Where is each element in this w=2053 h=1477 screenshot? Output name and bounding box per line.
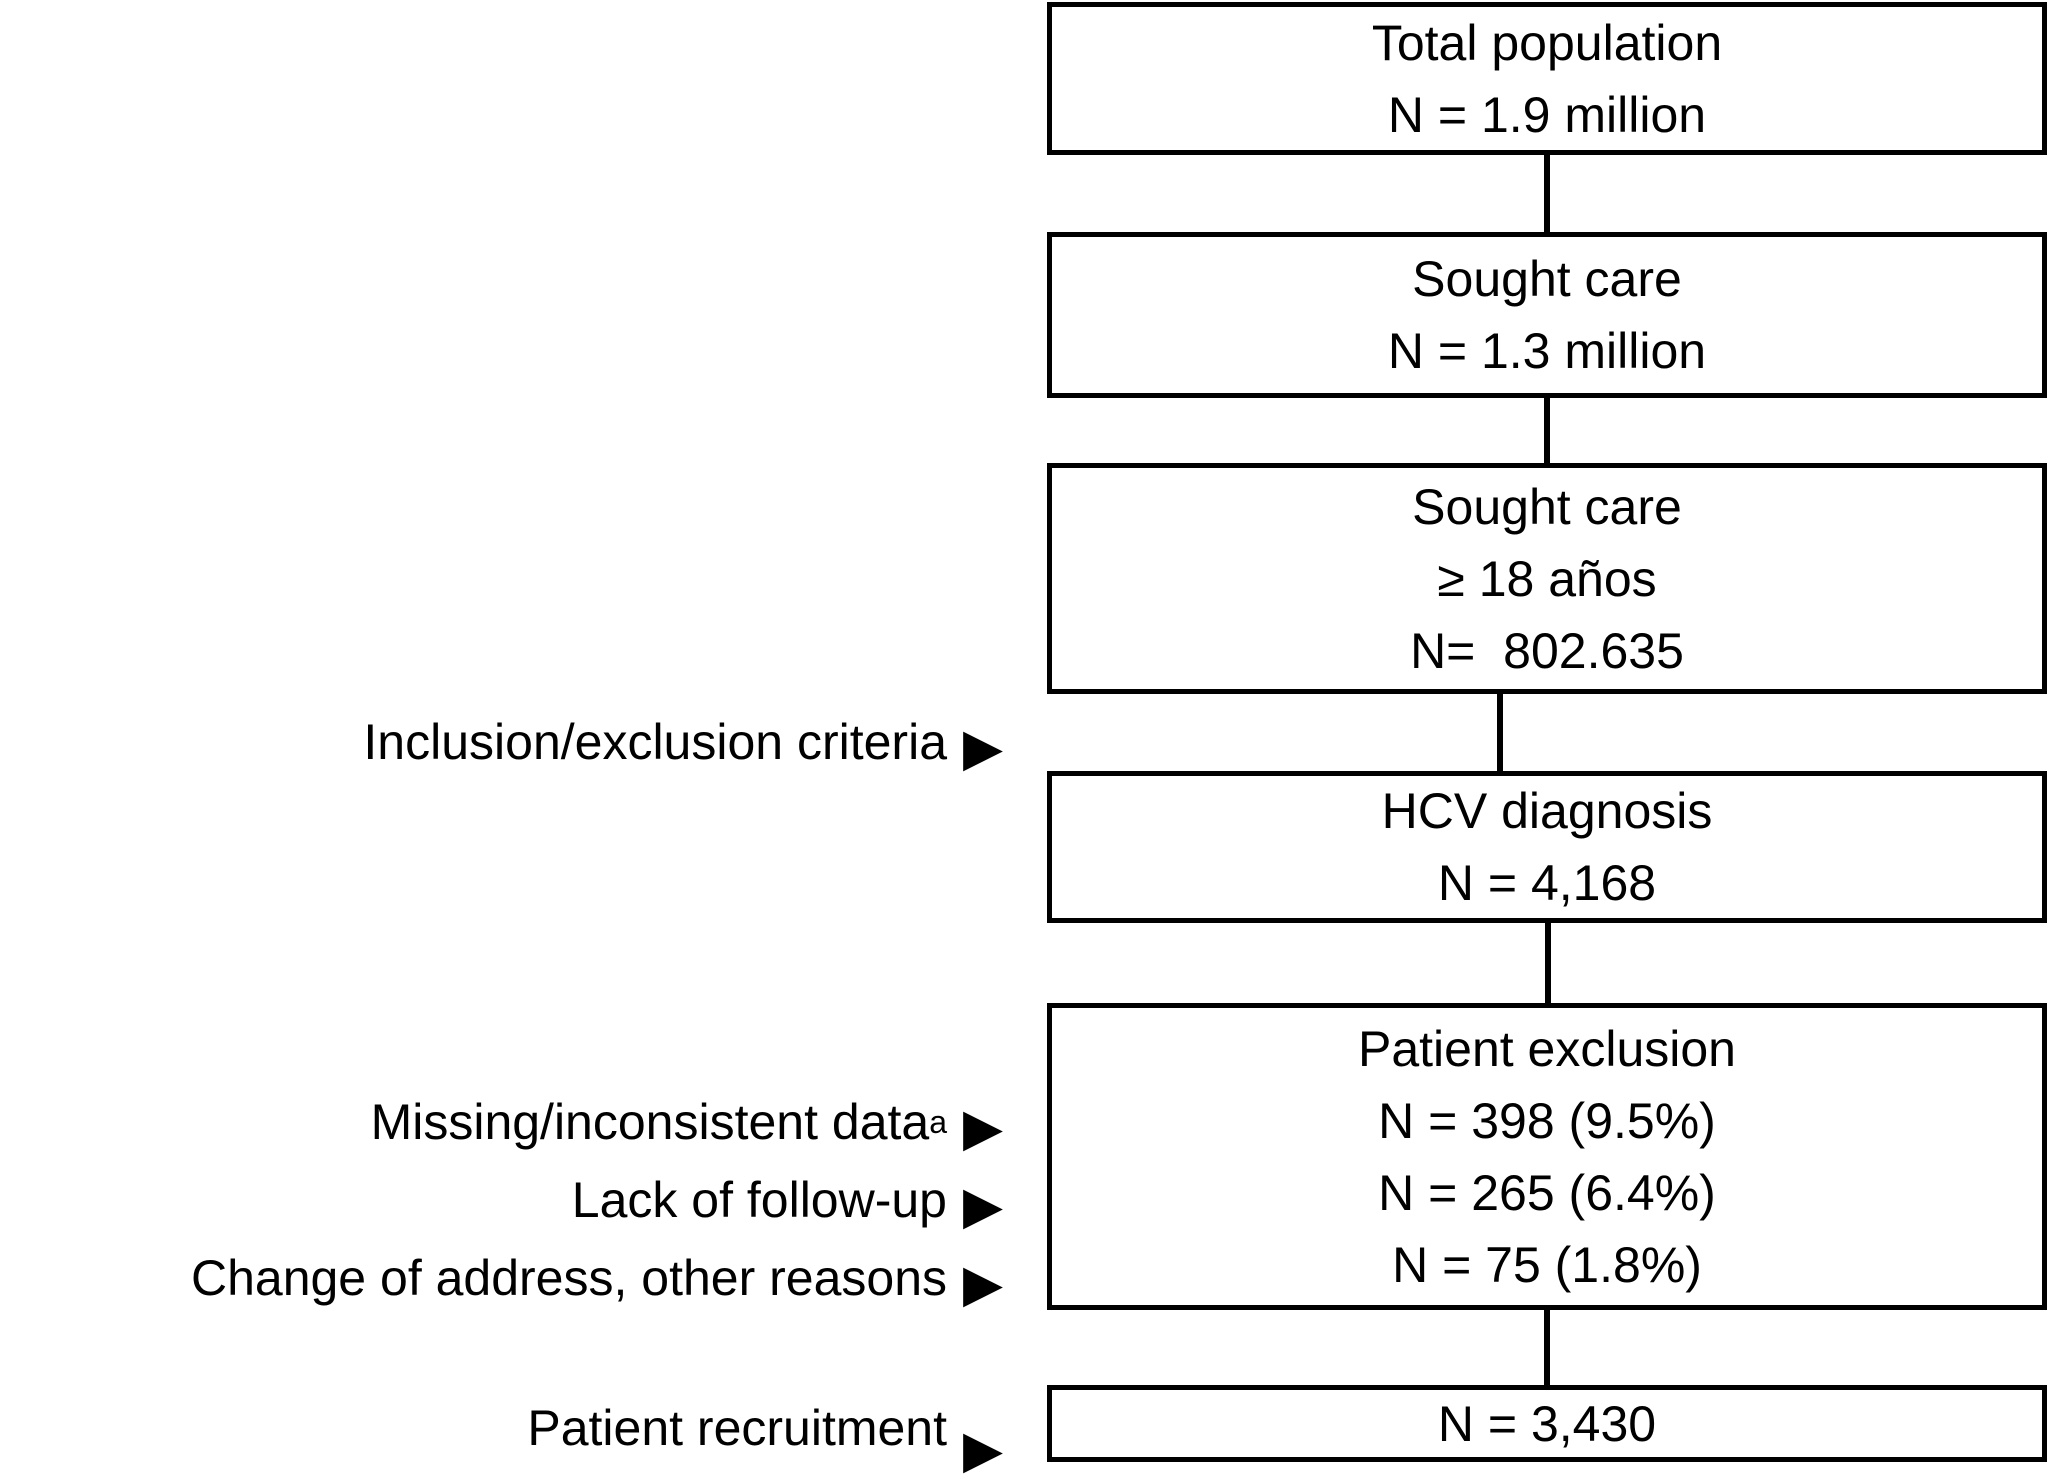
right-arrow-icon: ▶ bbox=[963, 719, 1003, 777]
box-patient-recruitment-count: N = 3,430 bbox=[1047, 1385, 2047, 1462]
right-arrow-icon: ▶ bbox=[963, 1099, 1003, 1157]
connector-line bbox=[1544, 155, 1550, 232]
label-text: Change of address, other reasons bbox=[190, 1250, 947, 1306]
label-missing-inconsistent-data: Missing/inconsistent data a ▶ bbox=[370, 1094, 1003, 1157]
box-line: Total population bbox=[1371, 14, 1723, 71]
box-patient-exclusion: Patient exclusion N = 398 (9.5%) N = 265… bbox=[1047, 1003, 2047, 1310]
label-text: Patient recruitment bbox=[527, 1400, 947, 1456]
box-total-population: Total population N = 1.9 million bbox=[1047, 2, 2047, 155]
box-line: ≥ 18 años bbox=[1437, 550, 1657, 607]
label-patient-recruitment: Patient recruitment ▶ bbox=[527, 1396, 1003, 1477]
connector-line bbox=[1544, 398, 1550, 463]
box-sought-care: Sought care N = 1.3 million bbox=[1047, 232, 2047, 398]
box-line: HCV diagnosis bbox=[1381, 783, 1713, 839]
box-sought-care-adults: Sought care ≥ 18 años N= 802.635 bbox=[1047, 463, 2047, 694]
box-hcv-diagnosis: HCV diagnosis N = 4,168 bbox=[1047, 771, 2047, 923]
label-change-of-address: Change of address, other reasons ▶ bbox=[190, 1246, 1003, 1313]
right-arrow-icon: ▶ bbox=[963, 1177, 1003, 1235]
box-line: N = 1.3 million bbox=[1387, 323, 1707, 379]
box-line: Sought care bbox=[1412, 251, 1682, 307]
label-inclusion-exclusion-criteria: Inclusion/exclusion criteria ▶ bbox=[363, 710, 1003, 777]
box-line: N= 802.635 bbox=[1410, 622, 1684, 679]
label-lack-of-follow-up: Lack of follow-up ▶ bbox=[571, 1168, 1003, 1235]
right-arrow-icon: ▶ bbox=[963, 1255, 1003, 1313]
label-text: Missing/inconsistent data bbox=[370, 1094, 930, 1150]
label-text: Inclusion/exclusion criteria bbox=[363, 714, 947, 770]
right-arrow-icon: ▶ bbox=[963, 1421, 1003, 1477]
box-line: Sought care bbox=[1412, 478, 1682, 535]
connector-line bbox=[1497, 694, 1503, 771]
connector-line bbox=[1545, 923, 1551, 1003]
box-line: N = 398 (9.5%) bbox=[1378, 1092, 1716, 1149]
connector-line bbox=[1544, 1310, 1550, 1385]
box-line: N = 3,430 bbox=[1437, 1395, 1657, 1452]
label-text: Lack of follow-up bbox=[571, 1172, 947, 1228]
box-line: N = 1.9 million bbox=[1387, 86, 1707, 143]
box-line: Patient exclusion bbox=[1357, 1020, 1736, 1077]
box-line: N = 265 (6.4%) bbox=[1378, 1164, 1716, 1221]
box-line: N = 4,168 bbox=[1437, 855, 1657, 911]
box-line: N = 75 (1.8%) bbox=[1392, 1236, 1702, 1293]
